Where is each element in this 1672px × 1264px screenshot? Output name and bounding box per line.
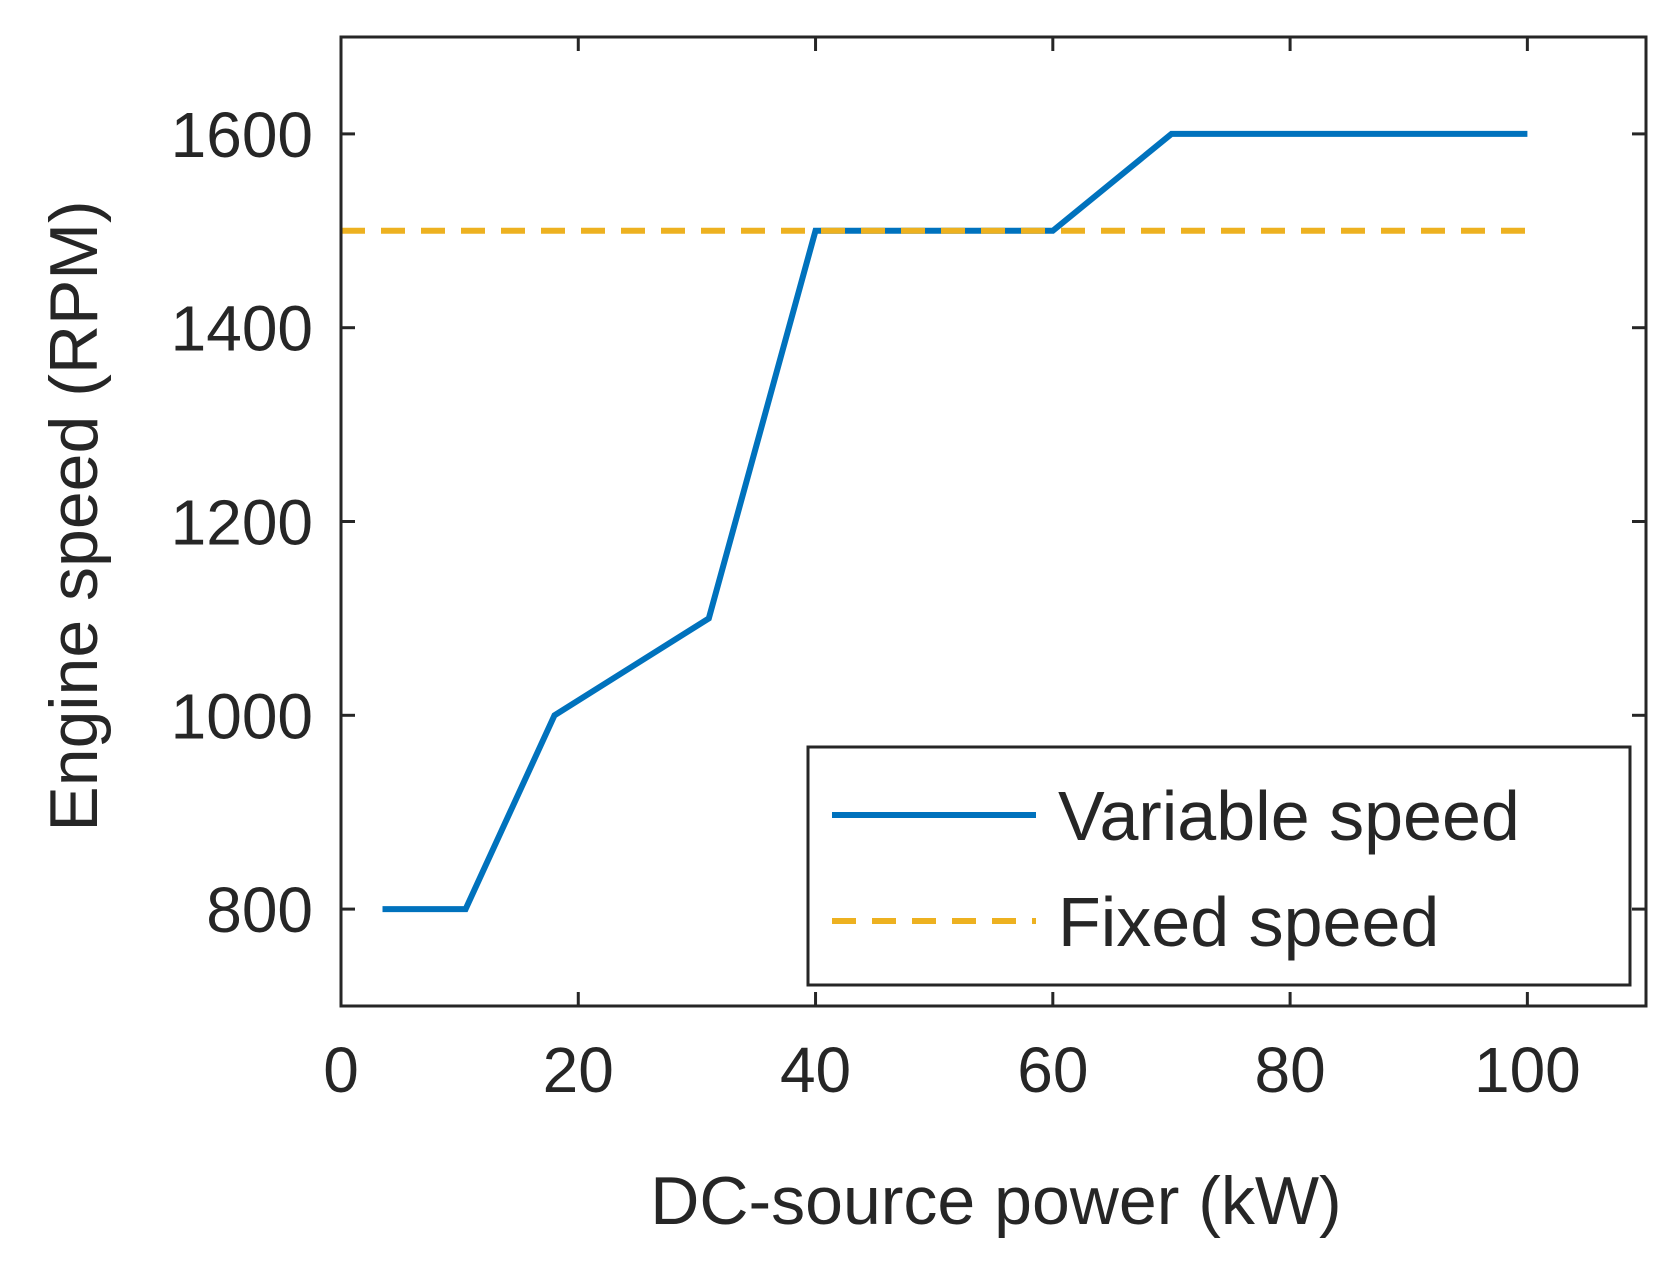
y-tick-label: 1000 <box>171 680 313 752</box>
legend: Variable speed Fixed speed <box>806 745 1632 987</box>
y-tick-label: 1400 <box>171 293 313 365</box>
ticks-layer: 0 20 40 60 80 100 800 1000 1200 1400 1600 <box>171 37 1646 1106</box>
x-tick-label: 60 <box>1017 1034 1088 1106</box>
y-tick-label: 1600 <box>171 99 313 171</box>
y-axis-label: Engine speed (RPM) <box>36 200 112 831</box>
x-tick-label: 80 <box>1254 1034 1325 1106</box>
series-layer <box>341 130 1528 913</box>
x-tick-label: 100 <box>1474 1034 1581 1106</box>
x-tick-label: 0 <box>323 1034 359 1106</box>
x-tick-label: 20 <box>543 1034 614 1106</box>
x-axis-label: DC-source power (kW) <box>650 1163 1341 1239</box>
legend-label-variable-speed: Variable speed <box>1058 777 1520 855</box>
series-line-variable-speed <box>382 130 1528 913</box>
x-tick-label: 40 <box>780 1034 851 1106</box>
legend-box <box>806 745 1632 987</box>
y-tick-label: 800 <box>206 874 313 946</box>
legend-label-fixed-speed: Fixed speed <box>1058 883 1439 961</box>
y-tick-label: 1200 <box>171 487 313 559</box>
